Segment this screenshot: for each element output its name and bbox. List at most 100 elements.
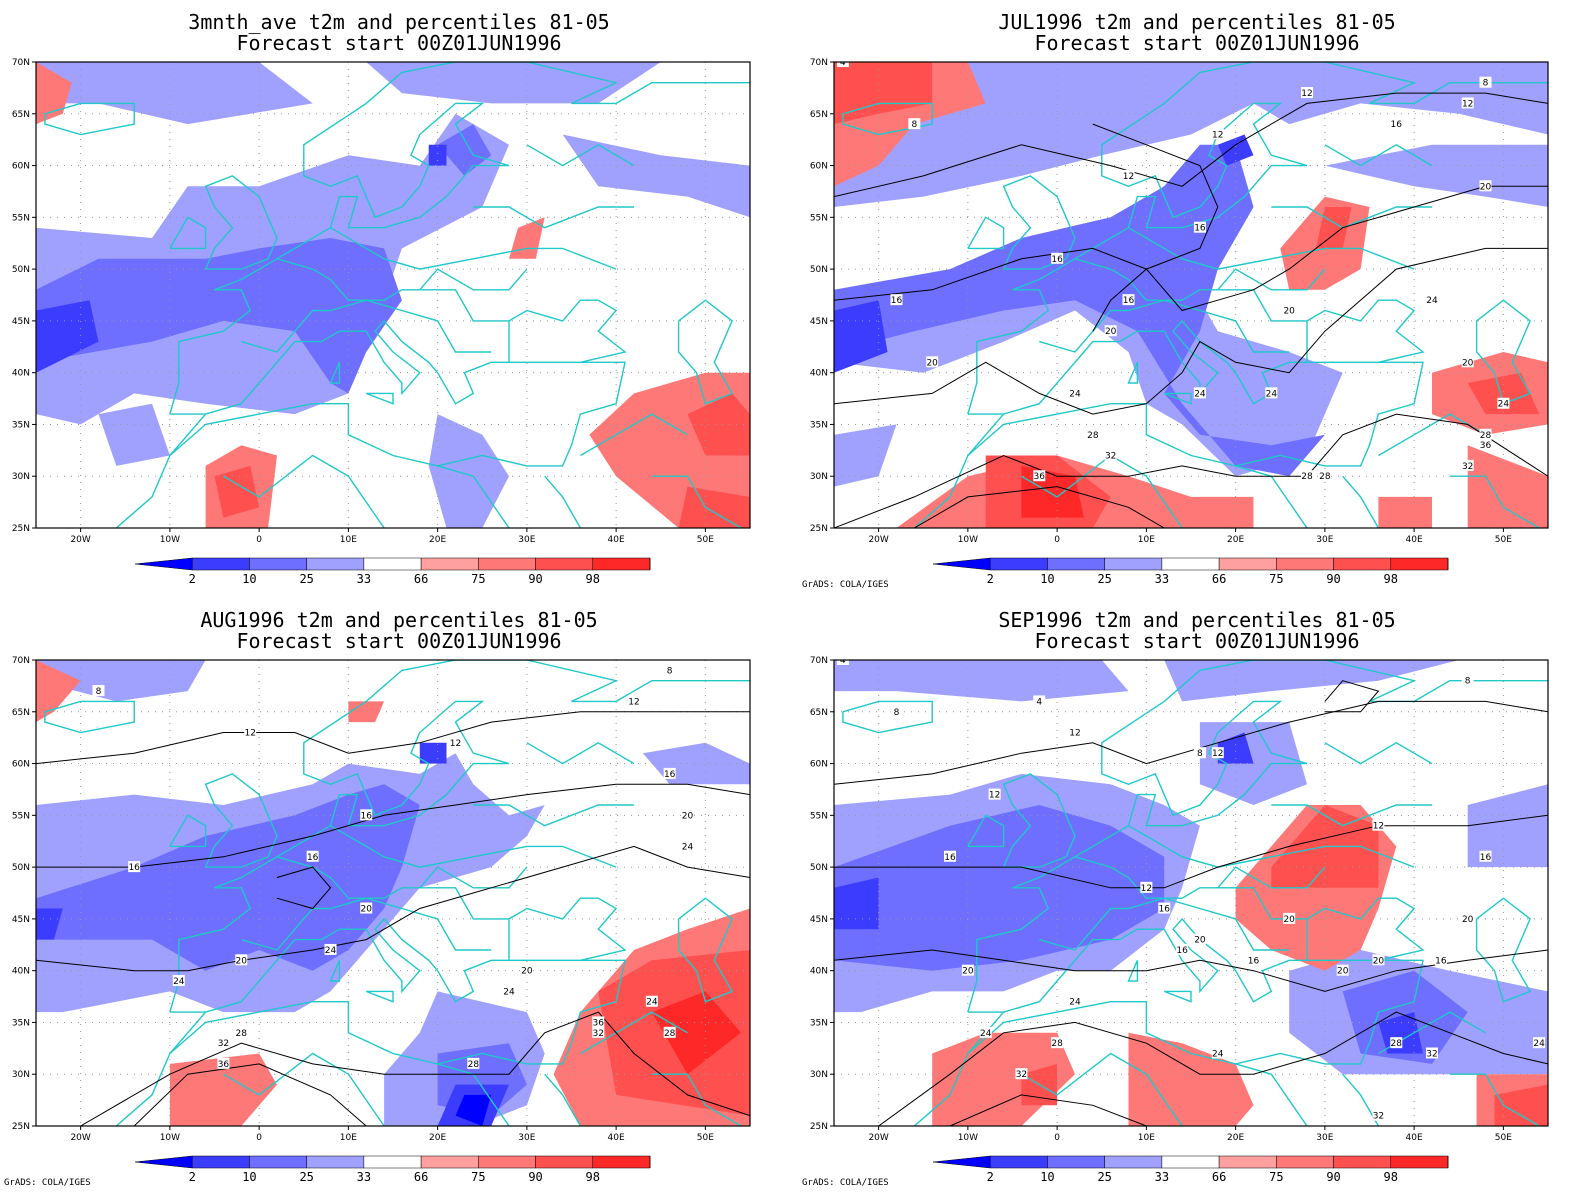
map-figure: 4812128121216161616162020202020242424242…: [810, 58, 1549, 586]
colorbar-arrow-low: [134, 557, 193, 571]
coastline: [1217, 866, 1326, 889]
isotherm-label: 8: [667, 666, 673, 676]
coastline: [473, 206, 634, 229]
coastline: [276, 258, 509, 322]
isotherm-label-bg: [1051, 1037, 1064, 1049]
isotherm-label-bg: [1176, 943, 1189, 955]
coastline: [330, 825, 617, 868]
isotherm-label-bg: [520, 964, 533, 976]
coastline: [1271, 804, 1432, 827]
colorbar-label: 33: [357, 1170, 371, 1184]
percentile-region: [1467, 445, 1548, 528]
isotherm-line: [914, 486, 1165, 528]
lat-tick-label: 25N: [12, 1122, 30, 1132]
colorbar-segment: [478, 557, 536, 571]
isotherm-label: 28: [1319, 472, 1331, 482]
lat-tick-label: 50N: [12, 265, 30, 275]
credit-label: GrADS: COLA/IGES: [802, 580, 889, 590]
isotherm-label-bg: [1247, 954, 1260, 966]
coastline: [913, 319, 1424, 528]
coastline: [419, 268, 528, 291]
lon-tick-label: 50E: [1495, 535, 1512, 545]
isotherm-label-bg: [1301, 87, 1314, 99]
lat-tick-label: 50N: [810, 265, 828, 275]
gridlines: [834, 62, 1548, 528]
lon-tick-label: 10E: [1138, 535, 1155, 545]
lat-tick-label: 60N: [810, 760, 828, 770]
lon-tick-label: 0: [1054, 535, 1060, 545]
isotherm-label: 24: [1426, 296, 1438, 306]
colorbar-label: 75: [1269, 572, 1283, 586]
isotherm-label: 12: [1069, 728, 1080, 738]
percentile-region: [169, 1053, 277, 1126]
isotherm-line: [834, 413, 1548, 528]
lat-tick-label: 25N: [810, 1122, 828, 1132]
colorbar: 2 10 25 33 66 75 90 98: [134, 1155, 651, 1184]
percentile-region: [678, 486, 750, 528]
colorbar-segment: [1390, 1155, 1449, 1169]
isotherm-label: 20: [521, 967, 533, 977]
colorbar-segment: [191, 557, 250, 571]
percentile-region: [419, 742, 447, 764]
isotherm-label: 8: [1197, 749, 1203, 759]
isotherm-label: 16: [1194, 224, 1206, 234]
shaded-field: 8121212816161616202020242424242028323624…: [36, 660, 750, 1126]
isotherm-label-bg: [306, 850, 319, 862]
percentile-region: [1324, 144, 1548, 207]
isotherm-label-bg: [944, 850, 957, 862]
coastline: [169, 1011, 207, 1054]
lon-tick-label: 40E: [608, 535, 625, 545]
colorbar-label: 10: [1040, 1170, 1054, 1184]
isotherm-label-bg: [217, 1057, 230, 1069]
isotherm-label: 8: [96, 687, 102, 697]
coastline: [473, 804, 634, 827]
percentile-region: [1217, 134, 1254, 166]
isotherm-line: [878, 1011, 1548, 1126]
coastline: [967, 413, 1005, 456]
isotherm-label-bg: [979, 1026, 992, 1038]
isotherm-label-bg: [645, 995, 658, 1007]
isotherm-label: 20: [1462, 358, 1474, 368]
map-panel-aug1996: AUG1996 t2m and percentiles 81-05 Foreca…: [0, 598, 798, 1196]
lon-tick-label: 40E: [608, 1133, 625, 1143]
shaded-field: [36, 62, 750, 528]
percentile-region: [1378, 1012, 1423, 1054]
panel-title: 3mnth_ave t2m and percentiles 81-05: [188, 10, 610, 34]
isotherm-label: 20: [682, 811, 694, 821]
lon-tick-label: 30E: [518, 535, 535, 545]
isotherm-label: 12: [1212, 130, 1223, 140]
percentile-region: [834, 300, 888, 373]
coastline: [651, 1073, 742, 1126]
lat-tick-label: 50N: [12, 863, 30, 873]
percentile-region: [834, 877, 879, 930]
percentile-region: [36, 660, 206, 702]
coastline: [365, 392, 394, 405]
isotherm-label: 16: [664, 770, 676, 780]
isotherm-label: 16: [944, 853, 956, 863]
isotherm-line: [36, 783, 750, 868]
colorbar-label: 66: [414, 1170, 428, 1184]
isotherm-label-bg: [1425, 1047, 1438, 1059]
isotherm-label: 32: [1373, 1112, 1384, 1122]
isotherm-label-bg: [1372, 954, 1385, 966]
coastline: [365, 990, 394, 1003]
coastline: [1039, 299, 1290, 353]
isotherm-label: 20: [236, 956, 248, 966]
shaded-field: 4 8 12 12 8 12 12 16 16 16 16 16 20 20 20 20 20 24 24 24 24 2…: [834, 62, 1548, 528]
isotherm-label: 36: [1480, 441, 1492, 451]
lon-tick-label: 40E: [1406, 535, 1423, 545]
lon-tick-label: 0: [1054, 1133, 1060, 1143]
colorbar-label: 10: [242, 572, 256, 586]
coastline: [44, 700, 135, 734]
isotherm-label-bg: [1390, 1037, 1403, 1049]
gridlines: [834, 660, 1548, 1126]
isotherm-label: 20: [1337, 967, 1349, 977]
isotherm-label-bg: [449, 736, 462, 748]
isotherm-label: 16: [1248, 956, 1260, 966]
lat-tick-label: 45N: [12, 915, 30, 925]
isotherm-label-bg: [592, 1026, 605, 1038]
isotherm-label-bg: [1497, 397, 1510, 409]
percentile-region: [834, 424, 897, 487]
percentile-region: [98, 403, 170, 466]
isotherm-label-bg: [836, 62, 849, 67]
